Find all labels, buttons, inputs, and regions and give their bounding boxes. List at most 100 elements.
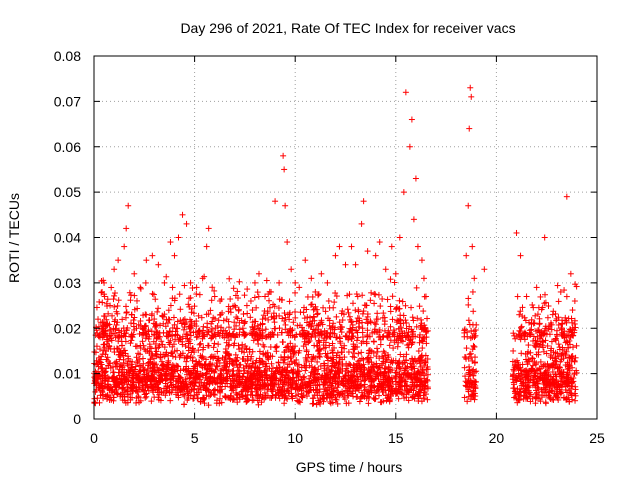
data-point [251, 294, 258, 301]
data-point [114, 302, 121, 309]
data-point [189, 284, 196, 291]
data-point [129, 394, 136, 401]
data-point [461, 354, 468, 361]
data-point [470, 308, 477, 315]
data-point [262, 326, 269, 333]
data-point [190, 395, 197, 402]
data-point [471, 275, 478, 282]
data-point [282, 321, 289, 328]
data-point [466, 351, 473, 358]
data-point [336, 243, 343, 250]
data-point [465, 202, 472, 209]
data-point [288, 358, 295, 365]
data-point [226, 275, 233, 282]
data-point [149, 310, 156, 317]
x-tick-label: 0 [90, 430, 98, 446]
data-point [292, 308, 299, 315]
data-point [271, 325, 278, 332]
data-point [95, 316, 102, 323]
data-point [324, 279, 331, 286]
data-point [569, 307, 576, 314]
data-point [244, 310, 251, 317]
data-point [382, 266, 389, 273]
data-point [325, 297, 332, 304]
data-point [372, 252, 379, 259]
data-point [415, 348, 422, 355]
data-point [152, 345, 159, 352]
data-point [184, 383, 191, 390]
data-point [409, 314, 416, 321]
data-point [287, 340, 294, 347]
data-point [160, 329, 167, 336]
data-point [159, 362, 166, 369]
data-point [251, 279, 258, 286]
data-point [272, 344, 279, 351]
data-point [255, 401, 262, 408]
data-point [314, 310, 321, 317]
data-point [143, 257, 150, 264]
data-point [163, 273, 170, 280]
data-point [162, 380, 169, 387]
data-point [258, 399, 265, 406]
x-tick-label: 10 [287, 430, 303, 446]
data-point [181, 282, 188, 289]
y-tick-label: 0 [73, 411, 81, 427]
data-point [510, 330, 517, 337]
data-point [281, 310, 288, 317]
data-point [131, 292, 138, 299]
data-point [544, 342, 551, 349]
data-point [230, 396, 237, 403]
data-point [387, 308, 394, 315]
data-point [540, 344, 547, 351]
data-point [354, 334, 361, 341]
data-point [276, 279, 283, 286]
x-tick-label: 15 [388, 430, 404, 446]
data-point [571, 320, 578, 327]
data-point [183, 220, 190, 227]
data-point [391, 279, 398, 286]
data-point [533, 395, 540, 402]
data-point [136, 330, 143, 337]
data-point [518, 350, 525, 357]
data-point [315, 292, 322, 299]
data-point [510, 347, 517, 354]
data-point [296, 284, 303, 291]
data-point [390, 345, 397, 352]
y-tick-label: 0.07 [54, 93, 81, 109]
y-tick-label: 0.01 [54, 366, 81, 382]
data-point [381, 349, 388, 356]
data-point [301, 373, 308, 380]
y-tick-label: 0.06 [54, 139, 81, 155]
data-point [465, 301, 472, 308]
data-point [155, 261, 162, 268]
data-point [236, 326, 243, 333]
data-point [403, 319, 410, 326]
data-point [259, 316, 266, 323]
data-point [227, 296, 234, 303]
data-point [154, 308, 161, 315]
data-point [466, 125, 473, 132]
data-points [91, 84, 580, 409]
data-point [542, 400, 549, 407]
data-point [111, 290, 118, 297]
data-point [134, 359, 141, 366]
data-point [193, 284, 200, 291]
data-point [142, 279, 149, 286]
data-point [149, 290, 156, 297]
data-point [537, 370, 544, 377]
data-point [355, 350, 362, 357]
data-point [573, 342, 580, 349]
data-point [338, 349, 345, 356]
data-point [280, 152, 287, 159]
data-point [567, 270, 574, 277]
data-point [284, 239, 291, 246]
data-point [137, 284, 144, 291]
data-point [542, 299, 549, 306]
data-point [273, 343, 280, 350]
data-point [137, 285, 144, 292]
data-point [323, 353, 330, 360]
data-point [255, 293, 262, 300]
data-point [104, 296, 111, 303]
data-point [559, 320, 566, 327]
data-point [424, 315, 431, 322]
